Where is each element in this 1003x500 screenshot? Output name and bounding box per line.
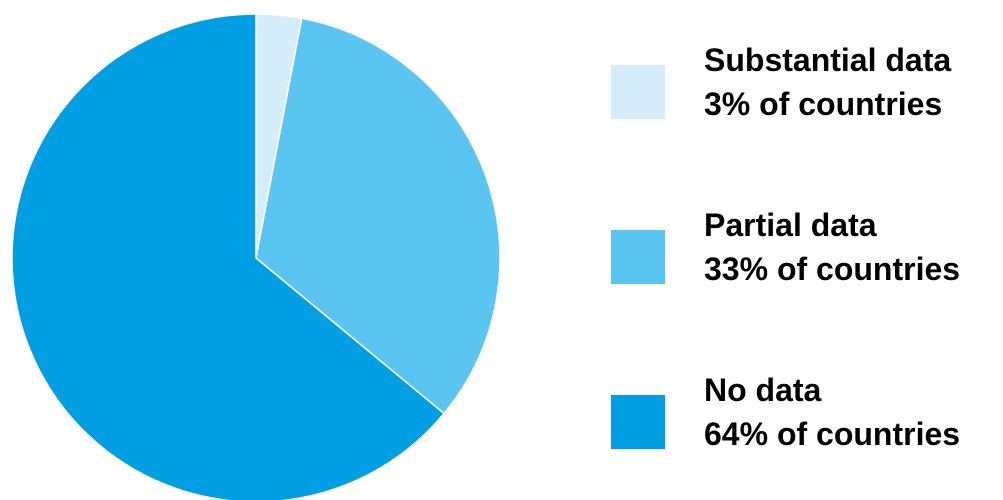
legend-value-substantial-data: 3% of countries [704, 86, 943, 122]
legend-swatch-no-data [611, 395, 665, 449]
legend-label-no-data: No data [704, 372, 822, 408]
pie-slice-partial-data [255, 17, 501, 415]
legend-item-partial-data: Partial data 33% of countries [611, 203, 1003, 313]
pie-slice-no-data [11, 13, 445, 500]
legend-label-substantial-data: Substantial data [704, 42, 952, 78]
legend-value-no-data: 64% of countries [704, 416, 961, 452]
legend-label-partial-data: Partial data [704, 207, 877, 243]
legend-item-substantial-data: Substantial data 3% of countries [611, 38, 1003, 148]
pie-chart [11, 13, 501, 500]
legend-item-no-data: No data 64% of countries [611, 368, 1003, 478]
legend-swatch-partial-data [611, 230, 665, 284]
legend-value-partial-data: 33% of countries [704, 251, 961, 287]
legend-swatch-substantial-data [611, 65, 665, 119]
